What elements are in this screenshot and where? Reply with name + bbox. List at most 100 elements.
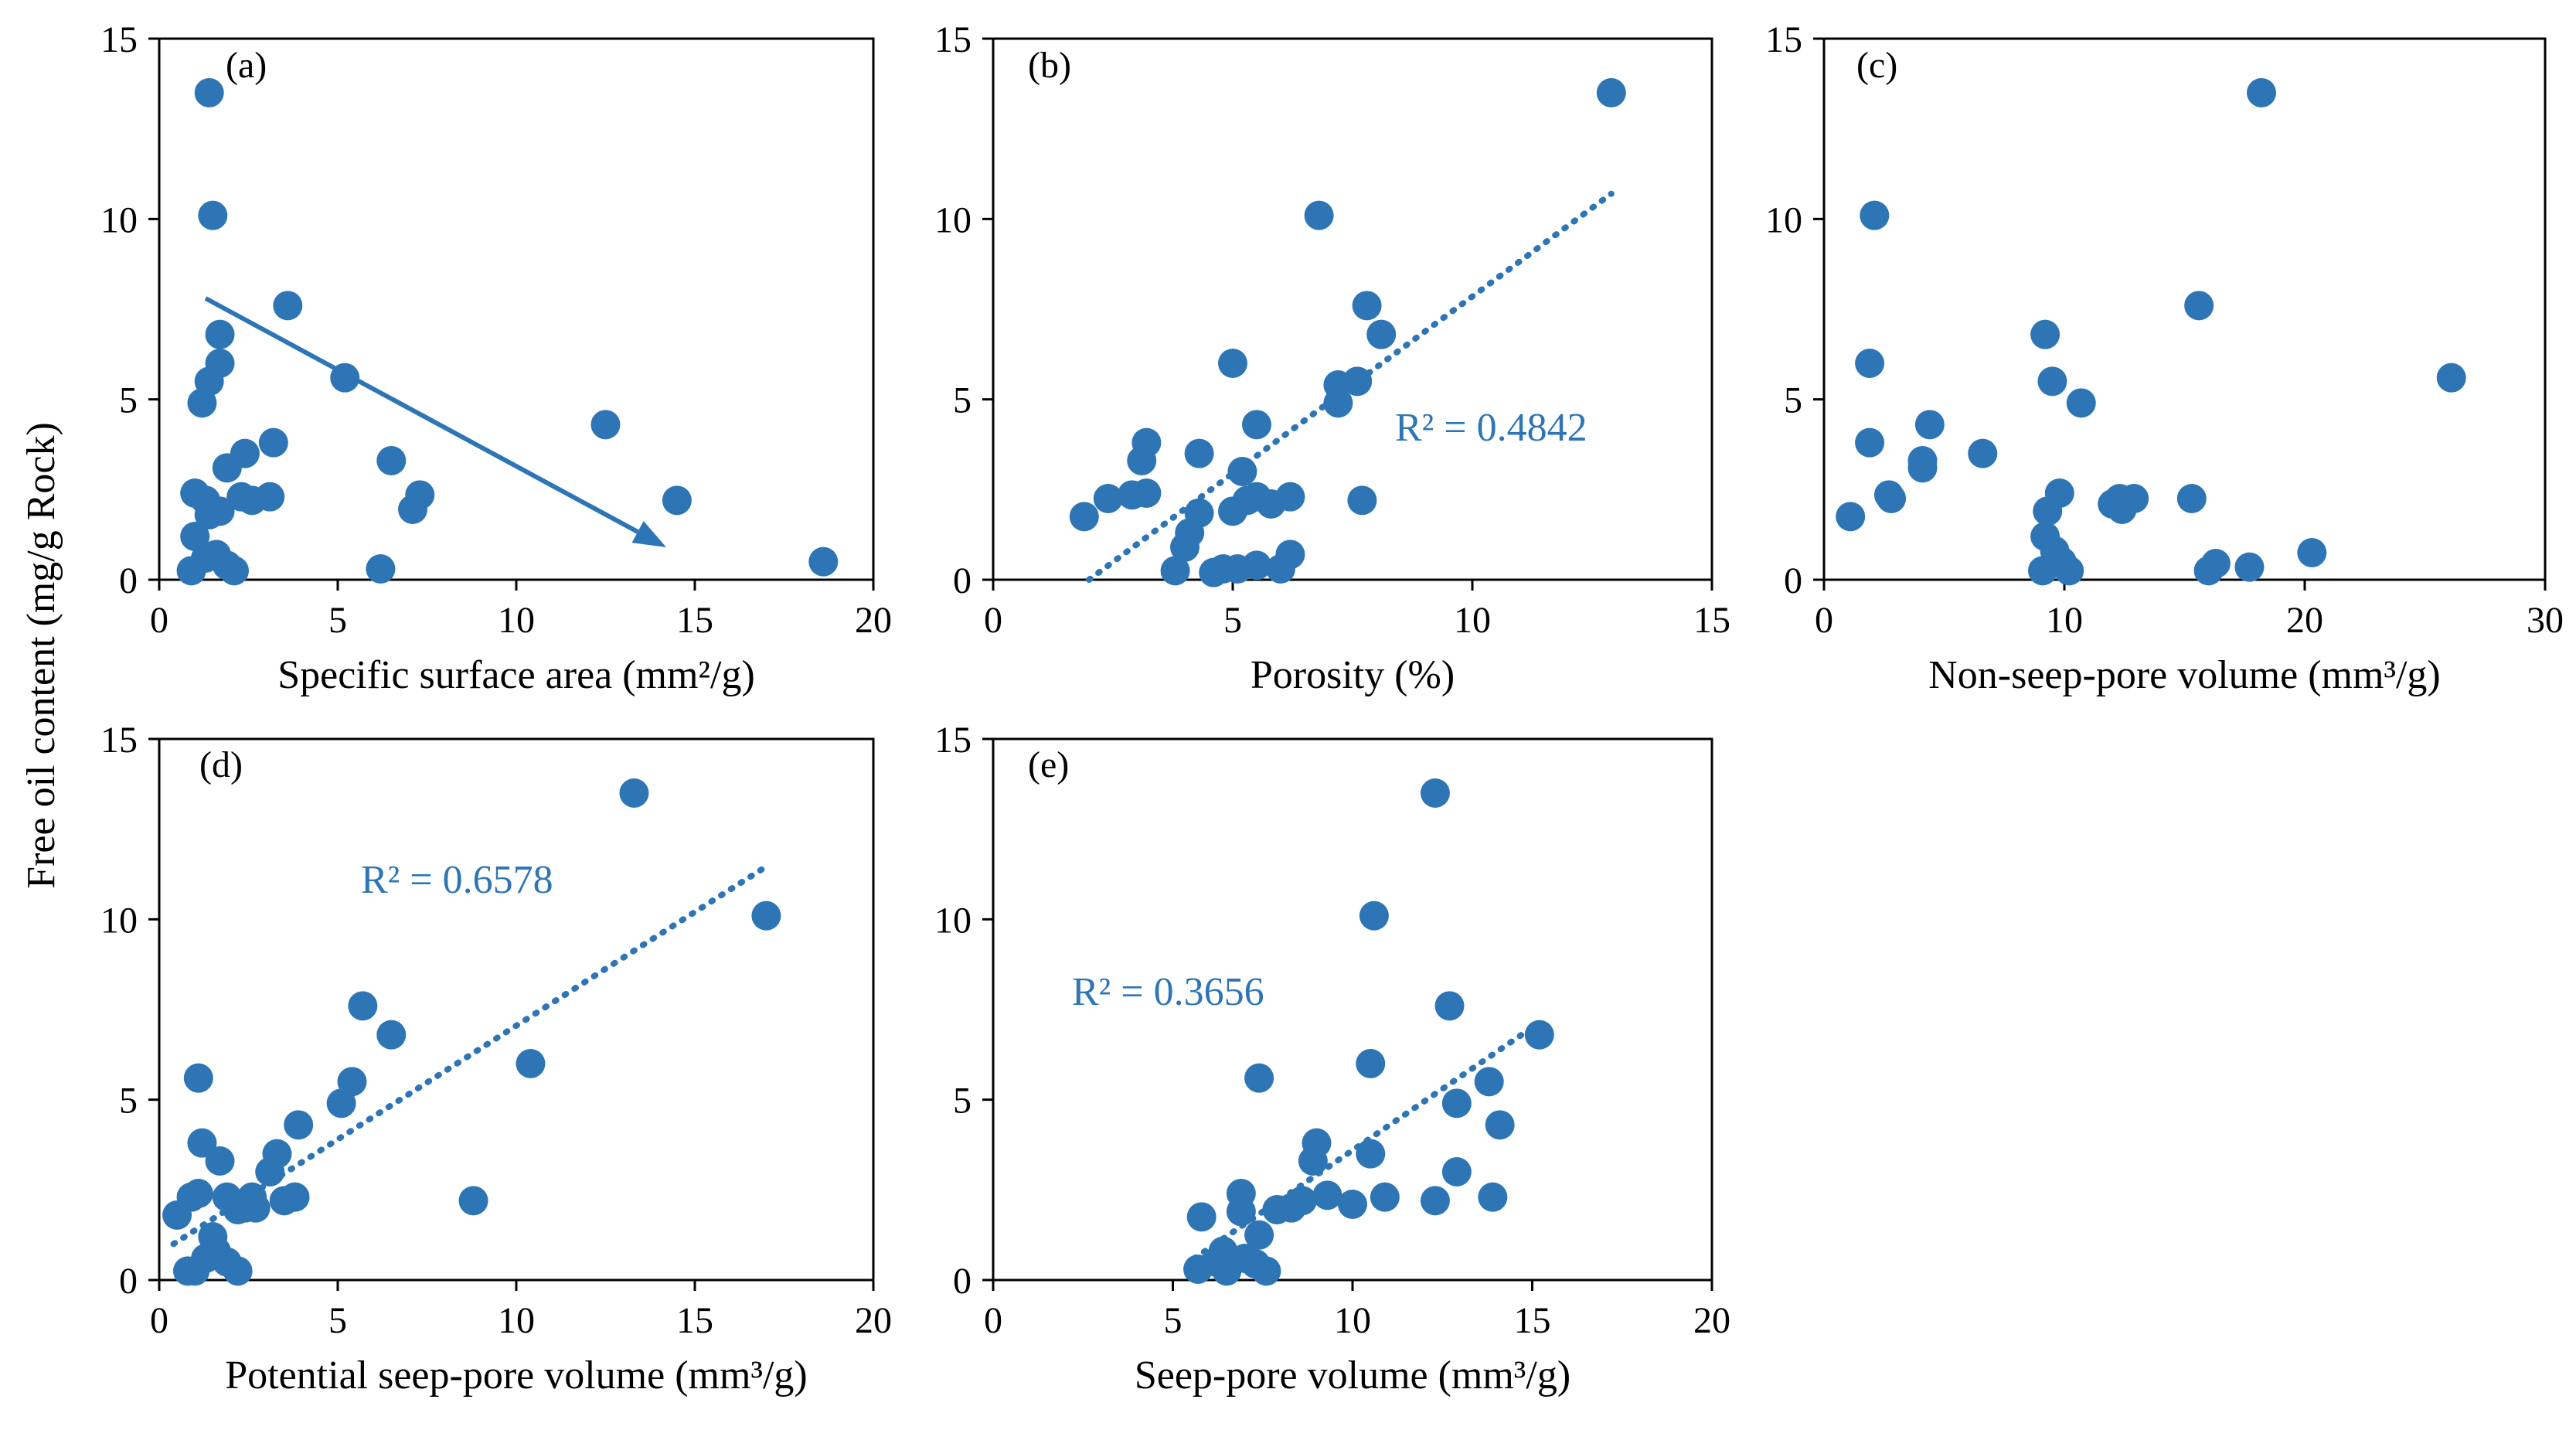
y-tick-label: 10	[1765, 199, 1802, 240]
panel-label: (b)	[1028, 45, 1071, 86]
data-point	[1323, 388, 1353, 418]
x-tick-label: 10	[1334, 1300, 1371, 1341]
data-point	[162, 1200, 192, 1230]
data-point	[1069, 502, 1099, 532]
r-squared-annotation: R² = 0.4842	[1395, 406, 1587, 450]
data-point	[1093, 484, 1123, 513]
shared-y-axis-label: Free oil content (mg/g Rock)	[19, 422, 63, 889]
data-point	[187, 388, 217, 418]
data-point	[1117, 480, 1147, 510]
data-point	[187, 1128, 217, 1158]
data-point	[1338, 1190, 1367, 1219]
plot-frame	[1822, 37, 2547, 581]
data-point	[751, 901, 781, 931]
data-point	[808, 546, 839, 577]
data-point	[1298, 1146, 1328, 1176]
x-tick-label: 15	[1693, 600, 1730, 641]
data-point	[1420, 778, 1450, 808]
y-tick-label: 15	[1765, 19, 1802, 60]
data-point	[1860, 200, 1890, 230]
data-point	[1434, 991, 1465, 1021]
data-point	[619, 778, 649, 808]
data-point	[2030, 319, 2060, 349]
data-point	[1212, 1256, 1242, 1286]
data-point	[326, 1088, 356, 1118]
x-tick-label: 0	[984, 600, 1002, 641]
panels: 0 5 10 15 20 0 5 10 15 (a) Specific surface area (…	[100, 19, 2564, 1398]
data-point	[2037, 366, 2067, 397]
data-point	[1485, 1110, 1515, 1140]
data-point	[1186, 1202, 1217, 1232]
data-point	[1312, 1180, 1342, 1210]
y-tick-label: 5	[1784, 380, 1802, 421]
data-point	[1370, 1182, 1400, 1212]
data-point	[1356, 1139, 1386, 1169]
data-point	[1855, 349, 1885, 378]
x-tick-label: 10	[2046, 600, 2083, 641]
y-tick-label: 10	[934, 900, 972, 941]
x-axis-label: Specific surface area (mm²/g)	[277, 653, 755, 697]
y-tick-label: 0	[119, 1261, 138, 1302]
data-point	[2066, 388, 2096, 418]
y-tick-label: 0	[953, 560, 972, 601]
y-tick-label: 0	[119, 560, 138, 601]
y-tick-label: 10	[100, 199, 138, 240]
y-tick-label: 5	[119, 380, 138, 421]
r-squared-annotation: R² = 0.3656	[1072, 970, 1264, 1014]
data-point	[1347, 485, 1377, 516]
data-point	[1914, 410, 1945, 440]
y-tick-label: 5	[953, 380, 972, 421]
data-point	[1304, 200, 1334, 230]
data-point	[1244, 1063, 1274, 1093]
data-point	[398, 495, 428, 524]
data-point	[1441, 1088, 1472, 1118]
x-tick-label: 15	[676, 600, 713, 641]
y-tick-label: 5	[119, 1081, 138, 1122]
data-point	[662, 485, 692, 516]
data-point	[258, 427, 288, 458]
data-point	[1877, 484, 1907, 513]
data-point	[1227, 457, 1257, 486]
data-point	[1968, 438, 1998, 468]
data-point	[1855, 427, 1885, 458]
data-point	[337, 1067, 367, 1097]
data-point	[2297, 538, 2327, 567]
data-point	[1127, 446, 1157, 475]
x-axis-label: Porosity (%)	[1251, 653, 1455, 697]
data-point	[1244, 1220, 1274, 1250]
data-point	[194, 500, 224, 529]
data-point	[269, 1186, 299, 1216]
data-point	[2193, 556, 2224, 586]
x-tick-label: 0	[1815, 600, 1833, 641]
trend-arrow	[204, 296, 639, 534]
data-point	[1184, 438, 1214, 468]
y-tick-label: 15	[100, 720, 138, 761]
x-tick-label: 15	[676, 1300, 713, 1341]
x-tick-label: 5	[328, 600, 347, 641]
x-tick-label: 10	[498, 1300, 535, 1341]
data-point	[1160, 556, 1190, 586]
data-point	[1266, 554, 1295, 584]
data-point	[212, 453, 242, 483]
data-point	[1199, 557, 1229, 587]
data-point	[180, 1256, 210, 1286]
data-point	[180, 522, 210, 551]
panel-a: 0 5 10 15 20 0 5 10 15 (a) Specific surface area (…	[100, 19, 892, 697]
data-point	[2176, 484, 2207, 513]
x-tick-label: 20	[855, 600, 892, 641]
data-point	[2107, 495, 2137, 524]
y-tick-label: 15	[100, 19, 138, 60]
data-point	[376, 1020, 407, 1050]
data-point	[2033, 496, 2063, 526]
data-point	[284, 1110, 314, 1140]
panel-c: 0 10 20 30 0 5 10 15 (c) Non-seep-pore volume (mm…	[1765, 19, 2564, 697]
y-tick-label: 5	[953, 1081, 972, 1122]
data-point	[366, 554, 396, 584]
r-squared-annotation: R² = 0.6578	[361, 858, 553, 902]
data-point	[1441, 1157, 1472, 1187]
data-point	[1359, 901, 1389, 931]
data-point	[1183, 1255, 1213, 1284]
x-axis-label: Seep-pore volume (mm³/g)	[1135, 1353, 1570, 1398]
panel-label: (c)	[1856, 45, 1897, 86]
